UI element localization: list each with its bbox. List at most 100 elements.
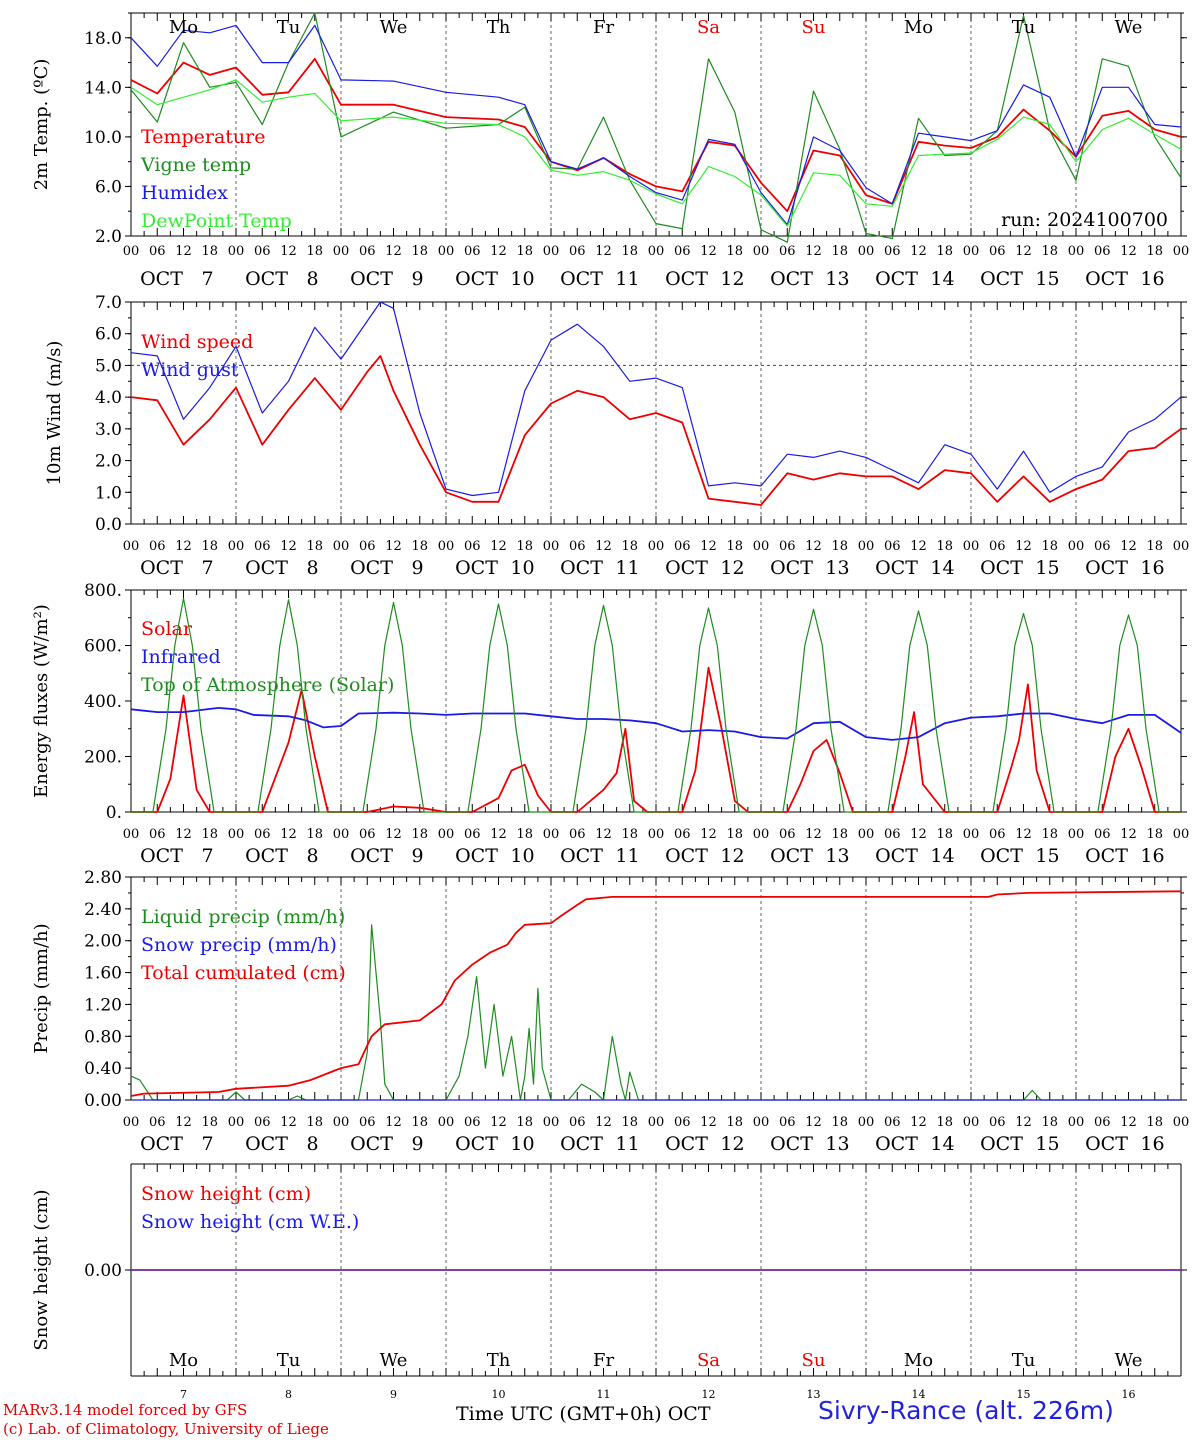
hour-tick-label: 06 [359, 244, 376, 259]
date-day-label: 11 [615, 268, 639, 290]
y-tick-label: 0.00 [84, 1091, 122, 1111]
date-day-label: 12 [720, 268, 744, 290]
date-day-label: 16 [1140, 1133, 1164, 1155]
hour-tick-label: 12 [385, 244, 402, 259]
series-line-total-cumulated-cm- [130, 890, 1182, 1097]
hour-tick-label: 12 [910, 827, 927, 842]
date-day-label: 9 [411, 268, 423, 290]
hour-tick-label: 00 [438, 539, 455, 554]
date-month-label: OCT [455, 845, 498, 867]
date-day-label: 11 [615, 845, 639, 867]
date-day-label: 14 [930, 845, 954, 867]
footer-station-name: Sivry-Rance (alt. 226m) [818, 1396, 1114, 1425]
hour-tick-label: 00 [963, 244, 980, 259]
day-name-label: Tu [277, 17, 301, 38]
hour-tick-label: 12 [1120, 244, 1137, 259]
hour-tick-label: 12 [910, 539, 927, 554]
hour-tick-label: 06 [464, 539, 481, 554]
date-month-label: OCT [665, 557, 708, 579]
hour-tick-label: 06 [989, 539, 1006, 554]
y-tick-label: 600. [84, 637, 122, 657]
hour-tick-label: 18 [831, 827, 848, 842]
y-tick-label: 4.0 [95, 388, 122, 408]
hour-tick-label: 06 [464, 1115, 481, 1130]
hour-tick-label: 00 [123, 539, 140, 554]
date-month-label: OCT [980, 845, 1023, 867]
date-month-label: OCT [560, 1133, 603, 1155]
date-day-label: 11 [615, 1133, 639, 1155]
hour-tick-label: 18 [1146, 244, 1163, 259]
bottom-date-number: 15 [1017, 1388, 1031, 1401]
day-name-label: Su [802, 1350, 826, 1371]
y-tick-label: 0.40 [84, 1059, 122, 1079]
date-month-label: OCT [980, 1133, 1023, 1155]
y-tick-label: 0.0 [95, 515, 122, 535]
hour-tick-label: 18 [936, 539, 953, 554]
day-name-label: Sa [697, 17, 720, 38]
hour-tick-label: 18 [516, 1115, 533, 1130]
hour-tick-label: 06 [989, 827, 1006, 842]
hour-tick-label: 12 [1015, 244, 1032, 259]
date-month-label: OCT [245, 268, 288, 290]
footer-credit-model: MARv3.14 model forced by GFS [3, 1401, 248, 1419]
hour-tick-label: 12 [805, 539, 822, 554]
day-name-label: Fr [593, 1350, 614, 1371]
hour-tick-label: 12 [280, 1115, 297, 1130]
hour-tick-label: 06 [569, 827, 586, 842]
bottom-date-number: 13 [807, 1388, 821, 1401]
series-line-wind-speed [130, 354, 1182, 506]
legend-entry: Temperature [141, 126, 265, 148]
day-name-label: Tu [277, 1350, 301, 1371]
date-month-label: OCT [140, 845, 183, 867]
day-name-label: Mo [904, 1350, 933, 1371]
series-line-liquid-precip-mm-h- [130, 924, 1181, 1101]
y-tick-label: 1.60 [84, 964, 122, 984]
hour-tick-label: 00 [543, 244, 560, 259]
hour-tick-label: 00 [1068, 827, 1085, 842]
date-day-label: 8 [306, 1133, 318, 1155]
hour-tick-label: 18 [516, 539, 533, 554]
date-day-label: 9 [411, 1133, 423, 1155]
hour-tick-label: 06 [359, 1115, 376, 1130]
bottom-date-number: 7 [180, 1388, 187, 1401]
date-day-label: 9 [411, 557, 423, 579]
hour-tick-label: 12 [595, 539, 612, 554]
hour-tick-label: 18 [411, 827, 428, 842]
legend-entry: DewPoint Temp [141, 210, 292, 232]
date-month-label: OCT [350, 557, 393, 579]
hour-tick-label: 06 [569, 539, 586, 554]
date-month-label: OCT [665, 845, 708, 867]
hour-tick-label: 18 [306, 1115, 323, 1130]
hour-tick-label: 12 [700, 539, 717, 554]
bottom-date-number: 16 [1122, 1388, 1136, 1401]
hour-tick-label: 12 [595, 244, 612, 259]
hour-tick-label: 06 [149, 827, 166, 842]
hour-tick-label: 00 [648, 827, 665, 842]
hour-tick-label: 00 [963, 539, 980, 554]
hour-tick-label: 18 [411, 244, 428, 259]
hour-tick-label: 06 [779, 827, 796, 842]
hour-tick-label: 00 [1173, 827, 1190, 842]
y-tick-label: 10.0 [84, 128, 122, 148]
date-month-label: OCT [455, 557, 498, 579]
y-axis-label: Energy fluxes (W/m²) [31, 604, 52, 798]
date-month-label: OCT [770, 845, 813, 867]
date-month-label: OCT [560, 557, 603, 579]
hour-tick-label: 18 [306, 539, 323, 554]
hour-tick-label: 06 [884, 539, 901, 554]
date-month-label: OCT [980, 268, 1023, 290]
hour-tick-label: 12 [385, 539, 402, 554]
date-day-label: 8 [306, 845, 318, 867]
panel-precip: 0.00 0.40 0.80 1.20 1.60 2.00 2.40 2.80 Precip (… [31, 868, 1189, 1155]
hour-tick-label: 06 [674, 1115, 691, 1130]
y-tick-label: 18.0 [84, 29, 122, 49]
hour-tick-label: 00 [543, 827, 560, 842]
hour-tick-label: 06 [674, 244, 691, 259]
day-name-label: We [1115, 17, 1143, 38]
date-month-label: OCT [770, 268, 813, 290]
hour-tick-label: 00 [753, 827, 770, 842]
hour-tick-label: 00 [228, 827, 245, 842]
hour-tick-label: 06 [779, 539, 796, 554]
hour-tick-label: 00 [123, 827, 140, 842]
hour-tick-label: 06 [254, 1115, 271, 1130]
